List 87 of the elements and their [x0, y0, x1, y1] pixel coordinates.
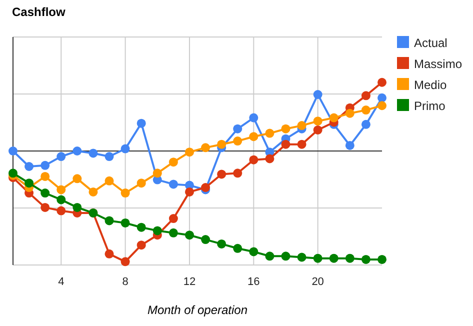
point [233, 124, 242, 134]
point [120, 144, 130, 154]
point [345, 254, 354, 263]
point [152, 226, 162, 236]
x-tick-label: 12 [183, 276, 196, 288]
point [8, 146, 18, 156]
point [378, 78, 386, 87]
point [24, 162, 34, 171]
point [88, 187, 98, 196]
point [249, 155, 258, 164]
point [56, 206, 66, 216]
legend-label: Massimo [414, 57, 462, 71]
point [217, 140, 226, 149]
point [56, 195, 66, 204]
point [72, 146, 82, 156]
point [361, 254, 370, 264]
point [249, 113, 258, 122]
point [345, 140, 354, 150]
point [136, 240, 146, 250]
point [281, 252, 290, 261]
point [329, 113, 338, 122]
point [184, 187, 194, 196]
point [72, 202, 82, 212]
point [120, 188, 130, 198]
point [168, 228, 178, 238]
point [233, 168, 242, 178]
legend-label: Actual [414, 36, 448, 50]
point [104, 249, 114, 258]
point [313, 116, 322, 126]
point [120, 257, 130, 266]
point [297, 121, 306, 130]
point [265, 128, 274, 138]
point [168, 158, 178, 167]
point [136, 178, 146, 188]
point [40, 160, 50, 170]
point [88, 148, 98, 158]
point [152, 168, 162, 178]
point [217, 170, 226, 179]
legend-label: Primo [414, 99, 446, 113]
x-tick-label: 16 [248, 276, 260, 288]
point [265, 252, 274, 261]
point [378, 93, 386, 102]
point [120, 218, 130, 228]
point [104, 152, 114, 162]
legend-label: Medio [414, 78, 448, 92]
point [184, 230, 194, 240]
x-tick-label: 4 [58, 276, 64, 288]
point [281, 140, 290, 149]
point [201, 143, 210, 152]
point [233, 244, 242, 253]
point [378, 254, 386, 264]
point [168, 214, 178, 224]
point [40, 172, 50, 181]
x-tick-label: 8 [122, 276, 128, 288]
point [378, 101, 386, 110]
point [56, 185, 66, 194]
point [361, 91, 370, 100]
point [184, 148, 194, 157]
point [313, 254, 322, 263]
point [297, 252, 306, 262]
x-tick-label: 20 [312, 276, 324, 288]
point [72, 174, 82, 184]
point [104, 216, 114, 226]
point [329, 254, 338, 263]
point [313, 90, 322, 100]
point [136, 222, 146, 232]
point [249, 132, 258, 142]
point [104, 176, 114, 186]
point [24, 178, 34, 188]
point [201, 235, 210, 244]
point [265, 154, 274, 164]
point [361, 106, 370, 115]
point [168, 180, 178, 189]
point [361, 120, 370, 129]
point [249, 247, 258, 256]
point [40, 188, 50, 198]
point [281, 124, 290, 134]
point [297, 140, 306, 149]
point [345, 108, 354, 118]
point [217, 239, 226, 248]
x-axis-title: Month of operation [147, 303, 248, 317]
point [56, 152, 66, 162]
chart-title: Cashflow [12, 5, 66, 19]
point [313, 125, 322, 134]
point [40, 202, 50, 212]
point [136, 118, 146, 128]
point [233, 136, 242, 146]
